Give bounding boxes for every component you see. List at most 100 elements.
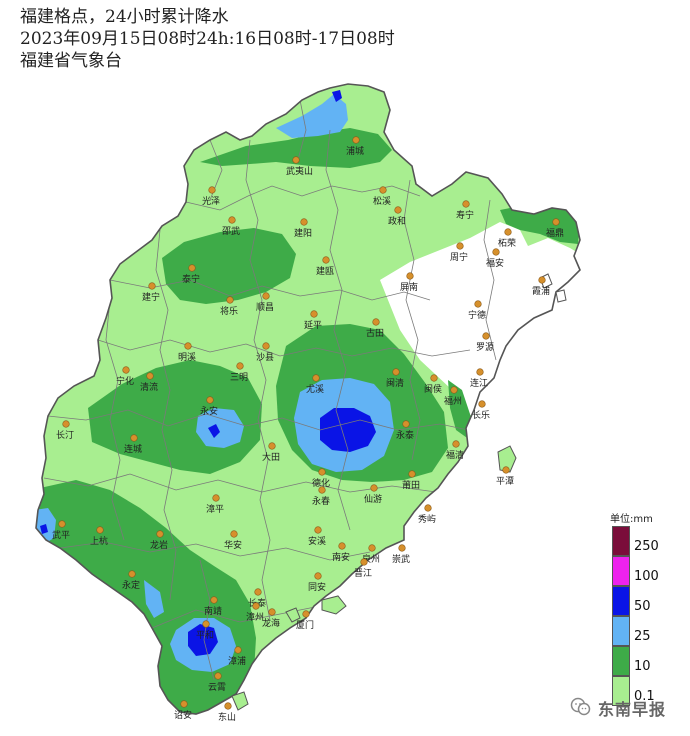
city-marker: 平和	[196, 620, 214, 641]
city-label: 漳州	[246, 611, 264, 623]
city-dot	[452, 440, 460, 448]
city-dot	[184, 342, 192, 350]
city-label: 福安	[486, 257, 504, 269]
city-dot	[352, 136, 360, 144]
city-dot	[406, 272, 414, 280]
city-marker: 漳平	[206, 494, 224, 515]
city-dot	[122, 366, 130, 374]
city-label: 永定	[122, 579, 140, 591]
city-marker: 清流	[140, 372, 158, 393]
city-label: 古田	[366, 327, 384, 339]
city-dot	[310, 310, 318, 318]
city-dot	[430, 374, 438, 382]
city-dot	[268, 442, 276, 450]
city-marker: 上杭	[90, 526, 108, 547]
city-dot	[268, 608, 276, 616]
city-marker: 漳州	[246, 602, 264, 623]
city-marker: 福鼎	[546, 218, 564, 239]
city-dot	[314, 572, 322, 580]
city-dot	[302, 610, 310, 618]
city-dot	[392, 368, 400, 376]
city-dot	[146, 372, 154, 380]
city-dot	[474, 300, 482, 308]
city-dot	[502, 466, 510, 474]
city-dot	[148, 282, 156, 290]
city-label: 尤溪	[306, 383, 324, 395]
city-dot	[482, 332, 490, 340]
city-marker: 南安	[332, 542, 350, 563]
city-marker: 宁德	[468, 300, 486, 321]
city-label: 福清	[446, 449, 464, 461]
city-marker: 永安	[200, 396, 218, 417]
city-marker: 屏南	[400, 272, 418, 293]
city-label: 长汀	[56, 429, 74, 441]
city-dot	[224, 702, 232, 710]
city-marker: 柘荣	[498, 228, 516, 249]
legend-tick-label: 0.1	[634, 689, 655, 704]
city-label: 大田	[262, 451, 280, 463]
city-marker: 光泽	[202, 186, 220, 207]
city-label: 连江	[470, 377, 488, 389]
city-label: 明溪	[178, 351, 196, 363]
city-dot	[538, 276, 546, 284]
city-label: 寿宁	[456, 209, 474, 221]
city-label: 武平	[52, 529, 70, 541]
city-label: 龙岩	[150, 539, 168, 551]
city-marker: 建瓯	[316, 256, 334, 277]
city-label: 平潭	[496, 476, 514, 487]
city-dot	[360, 558, 368, 566]
city-dot	[379, 186, 387, 194]
city-label: 霞浦	[532, 285, 550, 297]
city-label: 龙海	[262, 617, 280, 629]
city-marker: 沙县	[256, 342, 274, 363]
city-marker: 永春	[312, 486, 330, 507]
city-dot	[226, 296, 234, 304]
city-marker: 东山	[218, 702, 236, 723]
legend-title: 单位:mm	[610, 514, 653, 525]
city-dot	[206, 396, 214, 404]
city-marker: 政和	[388, 206, 406, 227]
legend-tick-label: 50	[634, 599, 651, 614]
city-dot	[370, 484, 378, 492]
city-label: 东山	[218, 711, 236, 723]
city-dot	[338, 542, 346, 550]
city-marker: 莆田	[402, 470, 420, 491]
city-marker: 三明	[230, 362, 248, 383]
city-dot	[314, 526, 322, 534]
map-issuer: 福建省气象台	[20, 51, 122, 71]
city-dot	[312, 374, 320, 382]
city-dot	[408, 470, 416, 478]
city-marker: 建阳	[294, 218, 312, 239]
city-marker: 秀屿	[418, 504, 436, 525]
city-label: 宁德	[468, 309, 486, 321]
city-marker: 崇武	[392, 544, 410, 565]
map-title: 福建格点，24小时累计降水	[20, 7, 229, 27]
city-label: 福州	[444, 395, 462, 407]
city-marker: 龙海	[262, 608, 280, 629]
city-marker: 安溪	[308, 526, 326, 547]
coastal-islands	[231, 273, 567, 711]
city-marker: 同安	[308, 572, 326, 593]
city-marker: 漳浦	[228, 646, 246, 667]
city-label: 浦城	[346, 145, 364, 157]
city-dot	[180, 700, 188, 708]
city-dot	[478, 400, 486, 408]
legend: 单位:mm 250 100 50 25 10 0.1	[606, 510, 666, 706]
city-label: 福鼎	[546, 227, 564, 239]
city-marker: 仙游	[364, 484, 382, 505]
legend-color-box	[612, 586, 630, 616]
city-dot	[450, 386, 458, 394]
city-marker: 长乐	[472, 400, 490, 421]
city-marker: 松溪	[373, 186, 391, 207]
city-label: 崇武	[392, 553, 410, 565]
city-label: 沙县	[256, 352, 274, 363]
city-marker: 武平	[52, 520, 70, 541]
city-dot	[62, 420, 70, 428]
city-label: 建阳	[294, 227, 312, 239]
legend-color-box	[612, 646, 630, 676]
city-marker: 延平	[304, 310, 322, 331]
city-dot	[130, 434, 138, 442]
city-label: 屏南	[400, 281, 418, 293]
city-marker: 诏安	[174, 700, 192, 721]
city-marker: 厦门	[296, 610, 314, 631]
